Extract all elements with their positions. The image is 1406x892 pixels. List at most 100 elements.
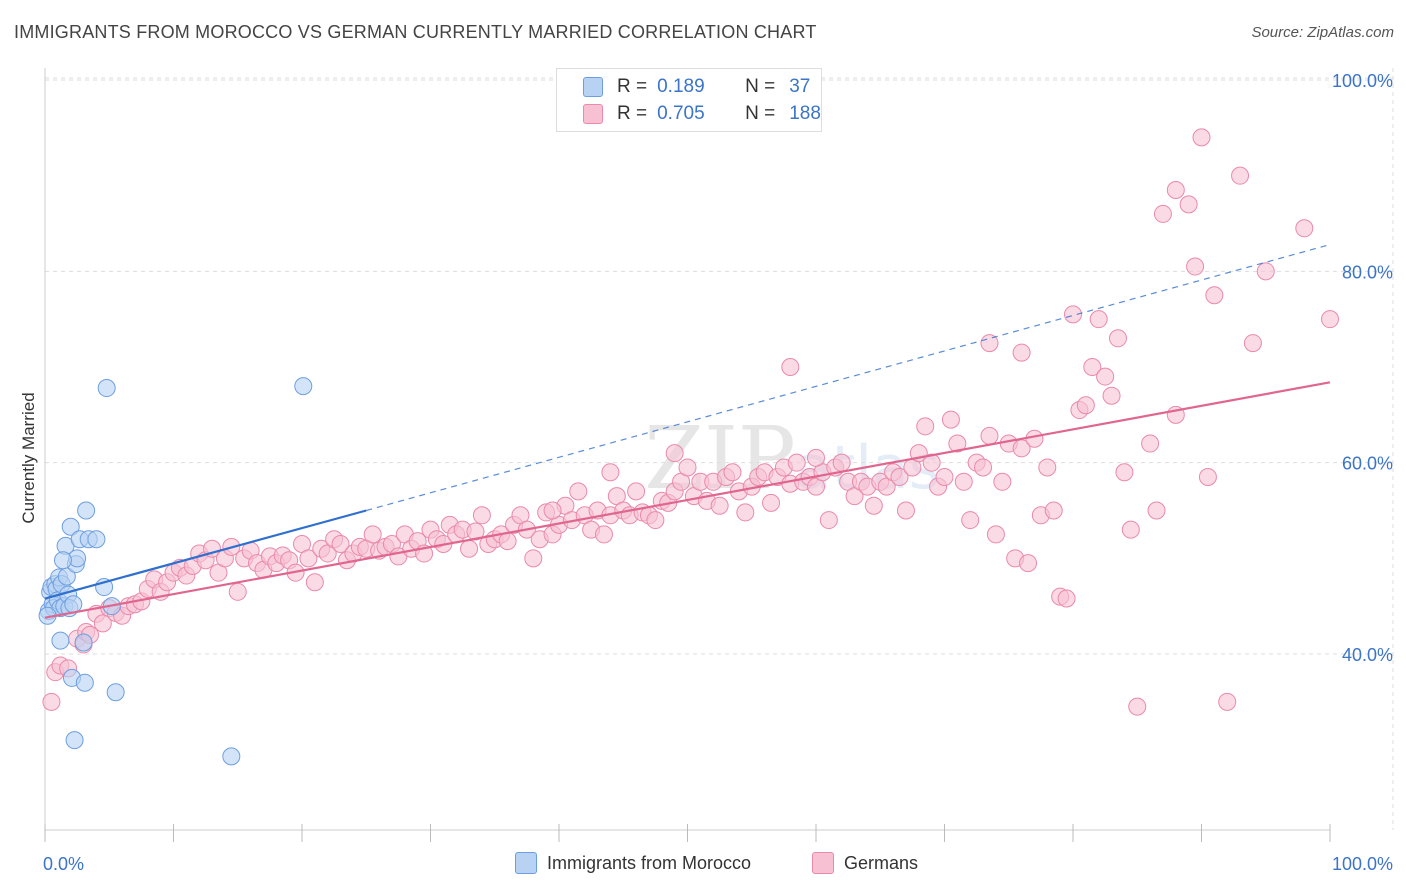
data-point	[1231, 166, 1250, 185]
data-point	[460, 539, 479, 558]
data-point	[331, 534, 350, 553]
data-point	[736, 503, 755, 522]
data-point	[1128, 697, 1147, 716]
data-point	[1141, 434, 1160, 453]
data-point	[807, 448, 825, 467]
legend-n-label: N =	[745, 103, 776, 124]
data-point	[1192, 128, 1211, 147]
series-label-germans: Germans	[844, 852, 919, 873]
legend-n-value: 188	[789, 103, 821, 124]
data-point	[1295, 219, 1314, 238]
data-point	[980, 334, 999, 353]
data-point	[1019, 554, 1038, 573]
morocco-points	[38, 377, 313, 766]
data-point	[51, 631, 70, 650]
legend-row-germans: R = 0.705 N = 188	[583, 102, 821, 126]
data-point	[1147, 501, 1166, 520]
data-point	[1166, 181, 1185, 200]
data-point	[305, 573, 324, 592]
data-point	[974, 458, 993, 477]
legend-r-value: 0.705	[657, 103, 705, 124]
data-point	[819, 511, 838, 530]
data-point	[543, 501, 562, 520]
data-point	[363, 525, 382, 544]
series-swatch-pink	[812, 852, 834, 874]
data-point	[466, 522, 485, 541]
data-point	[1179, 195, 1198, 214]
data-point	[1121, 520, 1140, 539]
data-point	[980, 426, 999, 445]
data-point	[864, 496, 883, 515]
data-point	[1096, 367, 1115, 386]
data-point	[1044, 501, 1063, 520]
data-point	[896, 501, 915, 520]
data-point	[1083, 358, 1102, 376]
data-point	[1057, 589, 1076, 608]
source-label: Source: ZipAtlas.com	[1251, 24, 1394, 41]
x-tick-label-min: 0.0%	[43, 854, 84, 874]
data-point	[498, 532, 517, 551]
data-point	[890, 468, 909, 487]
legend-r-label: R =	[617, 76, 648, 97]
germans-points	[42, 128, 1339, 716]
data-point	[106, 683, 125, 702]
data-point	[65, 731, 84, 750]
data-point	[97, 379, 116, 398]
data-point	[1115, 463, 1134, 482]
data-point	[74, 633, 93, 652]
data-point	[87, 530, 106, 549]
y-tick-label: 100.0%	[1332, 71, 1393, 91]
data-point	[948, 434, 967, 453]
data-point	[646, 511, 665, 530]
data-point	[1205, 286, 1224, 305]
data-point	[993, 472, 1012, 491]
legend-r-value: 0.189	[657, 76, 705, 97]
morocco-trend-extension	[366, 243, 1331, 512]
data-point	[665, 444, 684, 463]
data-point	[53, 551, 72, 570]
trend-lines	[44, 243, 1331, 619]
data-point	[77, 501, 96, 520]
data-point	[1012, 343, 1031, 362]
data-point	[294, 377, 313, 396]
data-point	[954, 472, 973, 491]
data-point	[1089, 310, 1108, 329]
data-point	[1153, 204, 1172, 223]
data-point	[472, 506, 491, 525]
series-label-morocco: Immigrants from Morocco	[547, 852, 752, 873]
data-point	[723, 463, 742, 482]
series-legend-germans: Germans	[812, 852, 918, 874]
data-point	[601, 463, 620, 482]
tick-labels: 40.0% 60.0% 80.0% 100.0% 0.0% 100.0% Currently…	[19, 71, 1393, 874]
y-tick-label: 80.0%	[1342, 262, 1393, 282]
data-point	[762, 493, 781, 512]
series-swatch-blue	[515, 852, 537, 874]
y-axis-label: Currently Married	[19, 392, 38, 523]
data-point	[594, 525, 613, 544]
legend-swatch-blue	[583, 77, 603, 97]
data-point	[1218, 692, 1237, 711]
data-point	[986, 525, 1005, 544]
series-legend: Immigrants from Morocco Germans	[0, 852, 1406, 878]
data-point	[524, 549, 543, 568]
data-point	[627, 482, 646, 501]
data-point	[1102, 386, 1121, 405]
morocco-trend-line	[44, 509, 367, 600]
y-tick-label: 40.0%	[1342, 645, 1393, 665]
data-point	[832, 453, 851, 472]
data-point	[569, 482, 588, 501]
data-point	[1064, 305, 1082, 324]
legend-n-label: N =	[745, 76, 776, 97]
data-point	[1108, 329, 1127, 348]
data-point	[1038, 458, 1057, 477]
data-point	[1198, 468, 1217, 487]
data-point	[1025, 429, 1044, 448]
data-point	[781, 358, 800, 376]
x-tick-label-max: 100.0%	[1332, 854, 1393, 874]
legend-row-morocco: R = 0.189 N = 37	[583, 75, 810, 99]
legend-r-label: R =	[617, 103, 648, 124]
data-point	[678, 458, 697, 477]
data-point	[1243, 334, 1262, 353]
legend-n-value: 37	[789, 76, 811, 97]
data-point	[61, 517, 80, 536]
